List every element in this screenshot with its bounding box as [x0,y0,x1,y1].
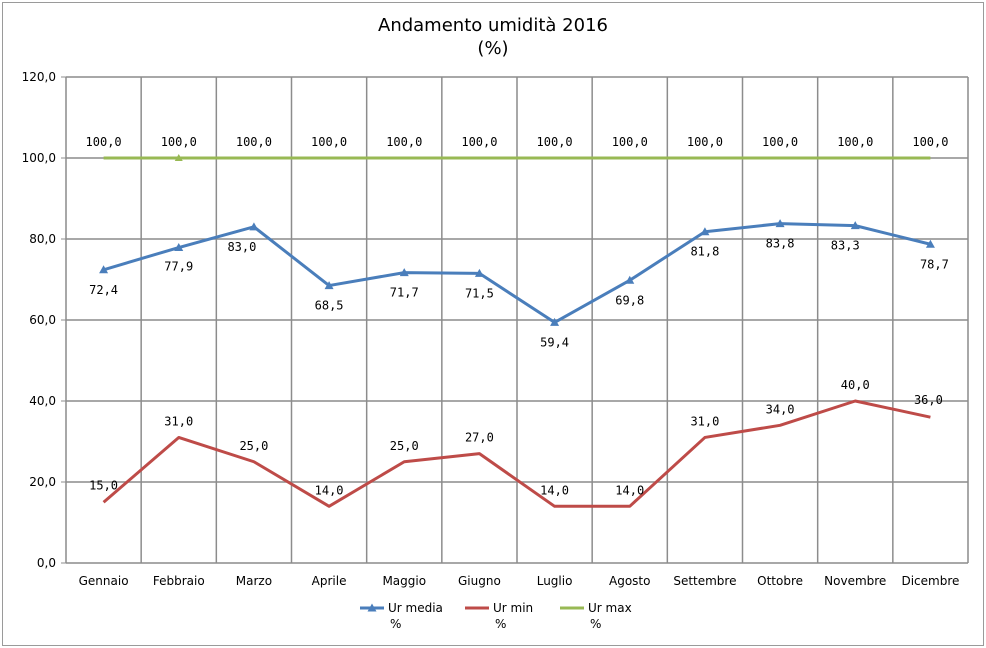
chart-subtitle: (%) [477,38,509,59]
legend-marker [367,603,377,612]
data-label: 100,0 [537,135,573,149]
data-label: 69,8 [615,293,644,307]
y-tick-label: 80,0 [29,232,56,246]
data-label: 25,0 [390,439,419,453]
data-label: 100,0 [612,135,648,149]
chart-title-block: Andamento umidità 2016 (%) [0,14,986,60]
x-tick-label: Dicembre [901,574,959,588]
data-label: 14,0 [615,483,644,497]
data-point [99,265,109,274]
legend-label: Ur max [588,601,632,615]
data-label: 77,9 [164,260,193,274]
data-label: 100,0 [86,135,122,149]
data-label: 14,0 [315,483,344,497]
x-tick-label: Settembre [673,574,736,588]
data-point [399,268,409,277]
series-line [102,399,931,508]
x-tick-label: Febbraio [153,574,205,588]
data-point [775,219,785,228]
y-tick-label: 120,0 [22,70,56,84]
data-label: 100,0 [311,135,347,149]
data-label: 72,4 [89,283,118,297]
data-label: 83,3 [831,239,860,253]
data-point [550,317,560,326]
data-label: 100,0 [687,135,723,149]
x-tick-label: Ottobre [757,574,803,588]
x-tick-label: Novembre [824,574,886,588]
y-tick-label: 40,0 [29,394,56,408]
x-tick-label: Maggio [382,574,426,588]
data-label: 83,0 [227,240,256,254]
data-label: 36,0 [914,393,943,407]
data-label: 31,0 [164,414,193,428]
y-tick-label: 100,0 [22,151,56,165]
y-tick-label: 0,0 [37,556,56,570]
data-label: 100,0 [461,135,497,149]
data-label: 40,0 [841,378,870,392]
data-point [174,154,183,161]
x-tick-label: Luglio [537,574,573,588]
data-label: 59,4 [540,335,569,349]
x-tick-label: Giugno [458,574,501,588]
chart-title: Andamento umidità 2016 [378,15,608,36]
data-label: 71,5 [465,286,494,300]
legend-label: Ur media [388,601,443,615]
data-label: 100,0 [161,135,197,149]
data-label: 81,8 [690,245,719,259]
data-point [925,239,935,248]
data-label: 31,0 [690,414,719,428]
data-label: 34,0 [766,402,795,416]
data-point [700,227,710,236]
legend-label-unit: % [590,617,601,631]
data-label: 100,0 [912,135,948,149]
data-point [174,243,184,252]
y-tick-label: 20,0 [29,475,56,489]
data-label: 25,0 [239,439,268,453]
data-label: 68,5 [315,299,344,313]
data-label: 15,0 [89,478,118,492]
x-tick-label: Marzo [236,574,272,588]
x-tick-label: Agosto [609,574,650,588]
series-line [103,222,931,324]
data-label: 100,0 [837,135,873,149]
data-point [249,222,259,231]
data-label: 83,8 [766,237,795,251]
data-label: 100,0 [762,135,798,149]
data-point [850,221,860,230]
legend-label-unit: % [390,617,401,631]
x-tick-label: Gennaio [79,574,129,588]
data-point [625,275,635,284]
data-point [474,268,484,277]
x-tick-label: Aprile [312,574,347,588]
legend-label: Ur min [493,601,533,615]
data-label: 100,0 [236,135,272,149]
data-label: 71,7 [390,286,419,300]
data-label: 27,0 [465,431,494,445]
y-tick-label: 60,0 [29,313,56,327]
data-label: 78,7 [920,257,949,271]
data-label: 14,0 [540,483,569,497]
legend-label-unit: % [495,617,506,631]
data-point [324,281,334,290]
data-label: 100,0 [386,135,422,149]
